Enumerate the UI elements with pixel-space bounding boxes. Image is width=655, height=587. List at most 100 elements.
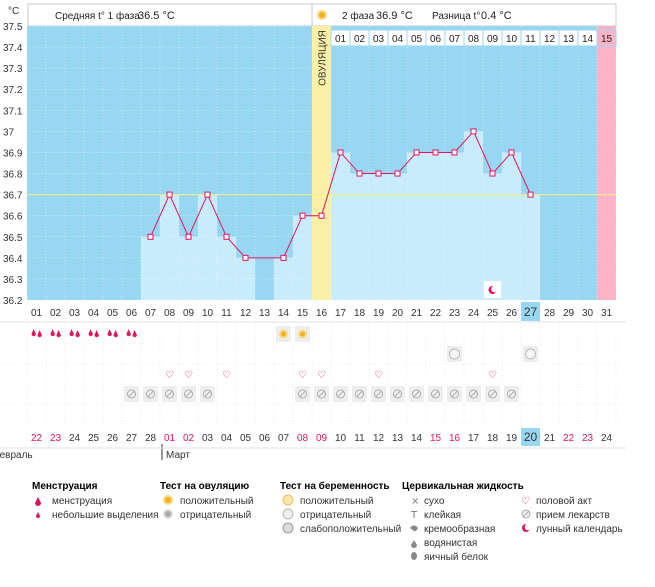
menstruation-icon: [126, 329, 131, 337]
cycle-day-label: 19: [373, 308, 385, 319]
dry-icon: ×: [411, 496, 419, 507]
temperature-bar: [426, 152, 445, 300]
today-highlight: [521, 428, 540, 446]
pill-icon-line: [470, 390, 477, 398]
cycle-day-label: 18: [354, 308, 366, 319]
cycle-day-label: 09: [183, 308, 195, 319]
sun-icon: [317, 10, 327, 20]
current-day-highlight: [521, 302, 540, 321]
phase2-day-label: 08: [468, 34, 480, 45]
calendar-date-label: 01: [164, 433, 176, 444]
legend-lunar: лунный календарь: [536, 524, 623, 535]
pill-icon-line: [337, 390, 344, 398]
calendar-date-label: 27: [126, 433, 138, 444]
calendar-date-label: 03: [202, 433, 214, 444]
cycle-day-label: 11: [221, 308, 232, 319]
pill-icon-line: [128, 390, 135, 398]
menstruation-icon: [50, 329, 55, 337]
legend-title-cervical: Цервикальная жидкость: [402, 481, 524, 492]
legend-cervical-creamy: кремообразная: [424, 523, 495, 535]
calendar-date-label: 22: [563, 433, 575, 444]
cycle-day-label: 25: [487, 308, 499, 319]
phase2-day-label: 07: [449, 34, 461, 45]
heart-icon: ♡: [374, 370, 383, 381]
y-tick-label: 36.5: [3, 233, 23, 244]
ovulation-positive-icon: [163, 495, 173, 505]
phase2-day-label: 02: [354, 34, 366, 45]
pill-icon-line: [508, 390, 515, 398]
calendar-date-label: 07: [278, 433, 290, 444]
legend-title-ovulation-test: Тест на овуляцию: [160, 481, 250, 492]
cycle-day-label: 29: [563, 308, 575, 319]
legend-pregnancy-negative: отрицательный: [300, 510, 371, 521]
temperature-point: [470, 128, 477, 135]
pill-icon-line: [299, 390, 306, 398]
temperature-line: [150, 130, 531, 259]
next-cycle-band: [597, 26, 616, 300]
phase2-day-label: 12: [544, 34, 556, 45]
pill-icon-line: [318, 390, 325, 398]
menstruation-icon: [88, 329, 93, 337]
y-tick-label: 36.2: [3, 296, 23, 307]
calendar-date-label: 06: [259, 433, 271, 444]
pill-icon-line: [356, 390, 363, 398]
menstruation-icon: [69, 329, 74, 337]
legend-ovulation-negative: отрицательный: [180, 510, 251, 521]
legend-pregnancy-positive: положительный: [300, 496, 373, 507]
cycle-day-label: 20: [392, 308, 404, 319]
moon-icon-cut: [524, 523, 532, 531]
calendar-date-label: 18: [487, 433, 499, 444]
calendar-date-label: 08: [297, 433, 309, 444]
pill-icon-line: [147, 390, 154, 398]
month-label: Март: [166, 450, 190, 461]
temperature-bar: [331, 152, 350, 300]
legend-cervical-eggwhite: яичный белок: [424, 551, 489, 563]
temperature-point: [432, 149, 439, 156]
cycle-day-label: 17: [335, 308, 347, 319]
calendar-date-label: 24: [601, 433, 613, 444]
menstruation-icon: [113, 330, 118, 338]
menstruation-icon: [94, 330, 99, 338]
phase1-label: Средняя t° 1 фаза: [55, 10, 140, 22]
cycle-day-label: 03: [69, 308, 81, 319]
heart-icon: ♡: [298, 370, 307, 381]
cycle-day-label: 04: [88, 308, 100, 319]
pregnancy-negative-icon: [449, 348, 460, 360]
temperature-point: [527, 191, 534, 198]
temperature-point: [413, 149, 420, 156]
cycle-day-label: 13: [259, 308, 271, 319]
calendar-date-label: 17: [468, 433, 480, 444]
cycle-day-label: 02: [50, 308, 62, 319]
phase2-day-label: 05: [411, 34, 423, 45]
calendar-date-label: 13: [392, 433, 404, 444]
y-tick-label: 37.4: [3, 43, 23, 54]
calendar-date-label: 11: [354, 433, 365, 444]
y-tick-label: 36.9: [3, 148, 23, 159]
phase2-day-label: 10: [506, 34, 518, 45]
temperature-point: [299, 212, 306, 219]
temperature-bar: [350, 173, 369, 300]
ovulation-positive-icon: [298, 329, 307, 339]
cycle-day-label: 01: [31, 308, 43, 319]
legend-title-menstruation: Менструация: [32, 481, 98, 492]
ovulation-negative-icon: [163, 509, 173, 519]
temperature-point: [394, 170, 401, 177]
temperature-point: [166, 191, 173, 198]
calendar-date-label: 28: [145, 433, 157, 444]
calendar-date-label: 10: [335, 433, 347, 444]
pill-icon-line: [394, 390, 401, 398]
ovulation-positive-icon: [279, 329, 288, 339]
temperature-point: [508, 149, 515, 156]
temperature-bar: [464, 131, 483, 300]
legend-cervical-sticky: клейкая: [424, 510, 461, 521]
cycle-day-label: 28: [544, 308, 556, 319]
calendar-date-label: 04: [221, 433, 233, 444]
temperature-bar: [369, 173, 388, 300]
cycle-day-label: 12: [240, 308, 252, 319]
phase1-value: 36.5 °C: [138, 10, 175, 22]
pill-icon-line: [522, 510, 530, 518]
temperature-point: [356, 170, 363, 177]
unit-label: °C: [8, 6, 19, 17]
cycle-day-label: 10: [202, 308, 214, 319]
